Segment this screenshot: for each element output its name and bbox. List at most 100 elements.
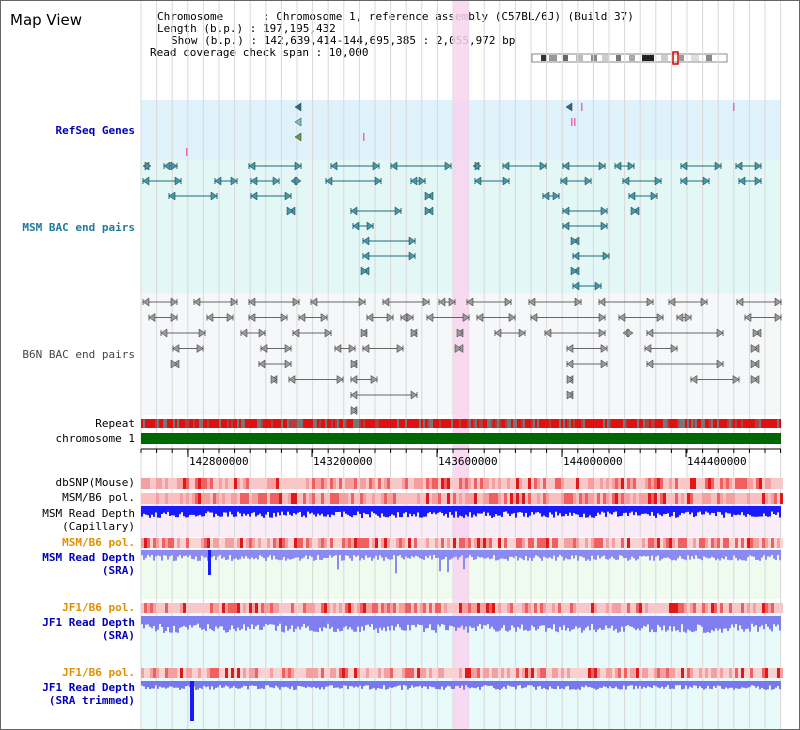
read-depth-bar: [269, 616, 271, 625]
polymorphism-cell: [711, 603, 714, 613]
repeat-track[interactable]: [141, 419, 781, 428]
track-label-jf1-depth-sra[interactable]: JF1 Read Depth: [42, 616, 135, 629]
read-depth-bars[interactable]: [141, 506, 781, 721]
read-depth-bar: [187, 550, 189, 558]
read-depth-bar: [253, 506, 255, 513]
polymorphism-cell: [651, 493, 654, 504]
polymorphism-cell: [690, 478, 693, 489]
polymorphism-cell: [354, 493, 357, 504]
read-depth-bar: [545, 506, 547, 517]
repeat-element: [495, 419, 497, 428]
read-depth-bar: [719, 616, 721, 629]
repeat-element: [321, 419, 323, 428]
read-depth-bar: [745, 550, 747, 561]
read-depth-bar: [491, 681, 493, 686]
polymorphism-cell: [309, 538, 312, 548]
repeat-element: [655, 419, 657, 428]
b6n-bac-end-arrow: [598, 313, 606, 322]
read-depth-bar: [201, 550, 203, 556]
read-depth-bar: [431, 506, 433, 515]
track-label-msm-depth-sra[interactable]: MSM Read Depth: [42, 551, 135, 564]
polymorphism-cell: [405, 493, 408, 504]
track-label-repeat[interactable]: Repeat: [95, 417, 135, 430]
read-depth-bar: [639, 681, 641, 686]
repeat-element: [145, 419, 147, 428]
read-depth-bar: [547, 681, 549, 690]
polymorphism-cell: [567, 603, 570, 613]
polymorphism-cell: [252, 478, 255, 489]
read-depth-bar: [535, 506, 537, 513]
polymorphism-cell: [594, 668, 597, 678]
read-depth-bar: [521, 550, 523, 559]
repeat-element: [473, 419, 475, 428]
polymorphism-cell: [519, 603, 522, 613]
read-depth-bar: [765, 616, 767, 625]
polymorphism-cell: [417, 538, 420, 548]
polymorphism-cell: [609, 603, 612, 613]
read-depth-bar: [429, 550, 431, 556]
read-depth-bar: [369, 506, 371, 518]
read-depth-bar: [749, 506, 751, 516]
read-depth-bar: [769, 616, 771, 630]
track-label-b6n-bac[interactable]: B6N BAC end pairs: [22, 348, 135, 361]
polymorphism-cell: [426, 603, 429, 613]
read-depth-bar: [747, 550, 749, 558]
read-depth-bar: [329, 550, 331, 556]
polymorphism-cell: [600, 478, 603, 489]
read-depth-bar: [297, 616, 299, 627]
read-depth-bar: [377, 506, 379, 516]
read-depth-bar: [495, 506, 497, 515]
msm-bac-end-arrow: [142, 176, 150, 186]
read-depth-bar: [765, 681, 767, 690]
polymorphism-heat-rows[interactable]: [141, 478, 783, 678]
refseq-features[interactable]: [186, 102, 735, 156]
polymorphism-cell: [444, 493, 447, 504]
read-depth-bar: [391, 616, 393, 626]
polymorphism-cell: [246, 493, 249, 504]
polymorphism-cell: [564, 478, 567, 489]
read-depth-bar: [591, 681, 593, 688]
read-depth-bar: [683, 506, 685, 514]
msm-bac-features[interactable]: [142, 161, 762, 291]
read-depth-bar: [251, 616, 253, 625]
read-depth-bar: [381, 616, 383, 631]
repeat-element: [337, 419, 339, 428]
read-depth-bar: [473, 681, 475, 688]
polymorphism-cell: [420, 478, 423, 489]
read-depth-bar: [605, 681, 607, 687]
chromosome-ideogram[interactable]: [531, 51, 728, 65]
read-depth-bar: [387, 616, 389, 627]
track-label-msm-b6-pol[interactable]: MSM/B6 pol.: [62, 491, 135, 504]
track-label-jf1-depth-trim[interactable]: JF1 Read Depth: [42, 681, 135, 694]
polymorphism-cell: [480, 538, 483, 548]
read-depth-bar: [587, 681, 589, 688]
track-label-msm-bac[interactable]: MSM BAC end pairs: [22, 221, 135, 234]
read-depth-bar: [653, 616, 655, 633]
polymorphism-cell: [159, 668, 162, 678]
polymorphism-cell: [345, 668, 348, 678]
polymorphism-cell: [606, 538, 609, 548]
track-label-jf1-b6-pol-2[interactable]: JF1/B6 pol.: [62, 666, 135, 679]
polymorphism-cell: [528, 603, 531, 613]
track-label-msm-b6-pol-2[interactable]: MSM/B6 pol.: [62, 536, 135, 549]
track-label-refseq[interactable]: RefSeq Genes: [55, 124, 135, 137]
read-depth-bar: [469, 681, 471, 689]
polymorphism-cell: [402, 538, 405, 548]
msm-bac-end-arrow: [502, 176, 510, 186]
track-label-jf1-b6-pol[interactable]: JF1/B6 pol.: [62, 601, 135, 614]
read-depth-bar: [483, 616, 485, 626]
repeat-element: [507, 419, 509, 428]
read-depth-bar: [359, 616, 361, 633]
read-depth-bar: [523, 616, 525, 631]
repeat-element: [367, 419, 369, 428]
msm-bac-end-arrow: [560, 176, 568, 186]
b6n-bac-features[interactable]: [142, 297, 782, 415]
polymorphism-cell: [606, 493, 609, 504]
read-depth-bar: [317, 550, 319, 556]
track-label-msm-depth-cap[interactable]: MSM Read Depth: [42, 507, 135, 520]
polymorphism-cell: [342, 493, 345, 504]
repeat-element: [711, 419, 713, 428]
polymorphism-cell: [732, 668, 735, 678]
track-label-dbsnp[interactable]: dbSNP(Mouse): [55, 476, 135, 489]
